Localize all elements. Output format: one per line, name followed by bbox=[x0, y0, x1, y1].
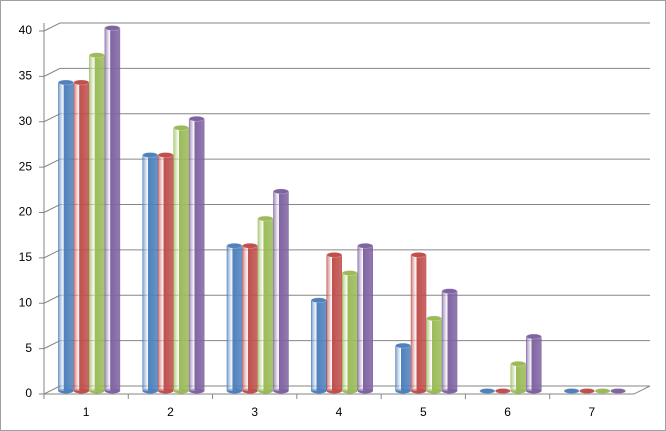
bar bbox=[104, 27, 121, 392]
y-tick-label: 0 bbox=[25, 386, 32, 400]
floor-line bbox=[633, 385, 651, 395]
y-tick-label: 40 bbox=[19, 23, 33, 37]
bar-top bbox=[342, 270, 358, 276]
y-tick-label: 10 bbox=[19, 295, 33, 309]
bar-top bbox=[426, 315, 442, 322]
x-tick-label: 7 bbox=[589, 405, 596, 419]
bar-top bbox=[563, 388, 580, 394]
bar-top bbox=[441, 288, 458, 294]
y-tick-label: 15 bbox=[19, 250, 33, 264]
bar bbox=[526, 336, 542, 392]
bar bbox=[226, 245, 243, 392]
bar-top bbox=[73, 79, 90, 86]
y-tick-label: 30 bbox=[19, 114, 33, 128]
bar-top bbox=[495, 388, 511, 394]
bar bbox=[311, 300, 327, 392]
bar-top bbox=[594, 388, 611, 394]
x-tick-label: 1 bbox=[83, 405, 90, 419]
bar-top bbox=[357, 243, 373, 249]
bar bbox=[395, 345, 411, 392]
bar bbox=[273, 191, 289, 392]
grid-line bbox=[43, 67, 650, 77]
bar-top bbox=[610, 388, 626, 394]
bar bbox=[157, 154, 174, 392]
bar-top bbox=[326, 252, 342, 258]
bar bbox=[257, 218, 274, 392]
bar-top bbox=[157, 152, 174, 158]
x-tick-label: 2 bbox=[167, 405, 174, 419]
bar-top bbox=[104, 25, 121, 31]
bar-top bbox=[311, 297, 327, 303]
x-tick-label: 5 bbox=[420, 405, 427, 419]
bar bbox=[58, 82, 74, 392]
y-tick-label: 5 bbox=[25, 341, 32, 355]
bar-top bbox=[273, 188, 289, 195]
bar-top bbox=[226, 243, 243, 249]
bar bbox=[326, 254, 342, 392]
bar-top bbox=[58, 79, 74, 86]
bar-top bbox=[526, 333, 542, 340]
bar-top bbox=[257, 215, 274, 222]
bar bbox=[342, 272, 358, 392]
bar bbox=[173, 127, 189, 392]
bar bbox=[142, 154, 158, 392]
bar bbox=[510, 363, 527, 392]
y-tick-label: 35 bbox=[19, 69, 33, 83]
bar bbox=[410, 254, 427, 392]
bar bbox=[357, 245, 373, 392]
bar-top bbox=[410, 252, 427, 258]
bar bbox=[89, 54, 105, 392]
bar-top bbox=[188, 116, 205, 122]
bar bbox=[441, 290, 458, 392]
bar bbox=[188, 118, 205, 392]
bar-top bbox=[579, 388, 595, 394]
bar-top bbox=[479, 388, 496, 394]
x-tick-label: 4 bbox=[336, 405, 343, 419]
bar bbox=[426, 318, 442, 392]
bar-top bbox=[173, 125, 189, 131]
grid-line bbox=[43, 22, 650, 32]
x-tick-label: 3 bbox=[251, 405, 258, 419]
bar-top bbox=[395, 342, 411, 349]
bar-top bbox=[510, 361, 527, 367]
y-tick-label: 25 bbox=[19, 159, 33, 173]
bar bbox=[73, 82, 90, 392]
x-tick-label: 6 bbox=[504, 405, 511, 419]
bar bbox=[242, 245, 258, 392]
bar-top bbox=[89, 52, 105, 58]
bar-top bbox=[142, 152, 158, 158]
bar-top bbox=[242, 243, 258, 249]
y-tick-label: 20 bbox=[19, 205, 33, 219]
